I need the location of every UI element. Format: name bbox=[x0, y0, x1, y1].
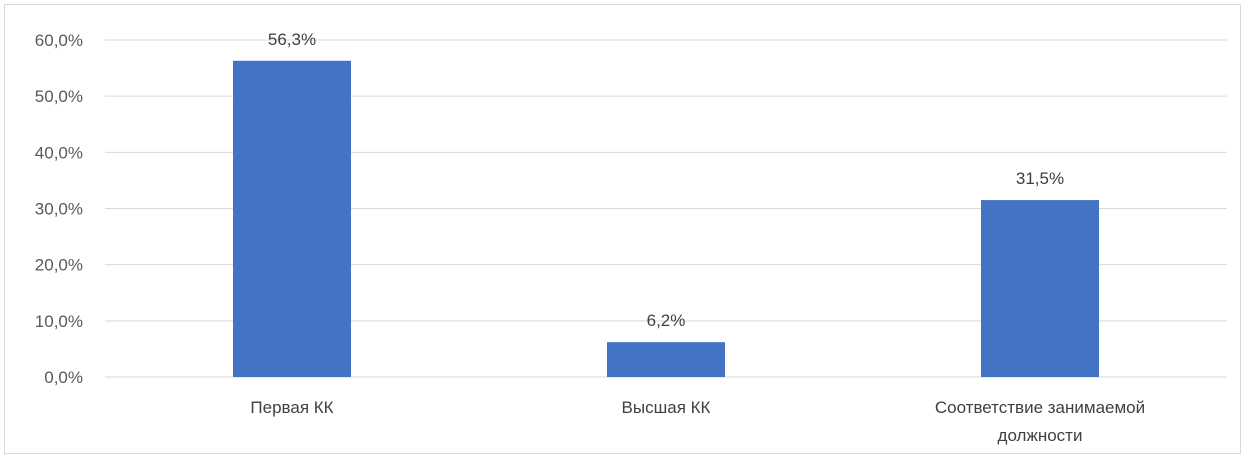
y-tick-label: 40,0% bbox=[35, 143, 83, 162]
y-tick-label: 30,0% bbox=[35, 200, 83, 219]
bar-chart: 0,0% 10,0% 20,0% 30,0% 40,0% 50,0% 60,0% 56,3% П… bbox=[35, 30, 1227, 445]
y-tick-label: 50,0% bbox=[35, 87, 83, 106]
y-tick-label: 10,0% bbox=[35, 312, 83, 331]
bar bbox=[233, 60, 351, 377]
category-label: Соответствие занимаемой bbox=[935, 398, 1145, 417]
category-label: должности bbox=[998, 426, 1083, 445]
data-label: 56,3% bbox=[268, 30, 316, 49]
category-label: Высшая КК bbox=[622, 398, 711, 417]
data-label: 6,2% bbox=[647, 311, 686, 330]
y-tick-label: 0,0% bbox=[44, 368, 83, 387]
bar bbox=[607, 342, 725, 377]
category-label: Первая КК bbox=[250, 398, 333, 417]
y-tick-label: 60,0% bbox=[35, 31, 83, 50]
bar bbox=[981, 200, 1099, 377]
y-tick-label: 20,0% bbox=[35, 256, 83, 275]
data-label: 31,5% bbox=[1016, 169, 1064, 188]
chart-frame: 0,0% 10,0% 20,0% 30,0% 40,0% 50,0% 60,0% 56,3% П… bbox=[4, 4, 1241, 454]
